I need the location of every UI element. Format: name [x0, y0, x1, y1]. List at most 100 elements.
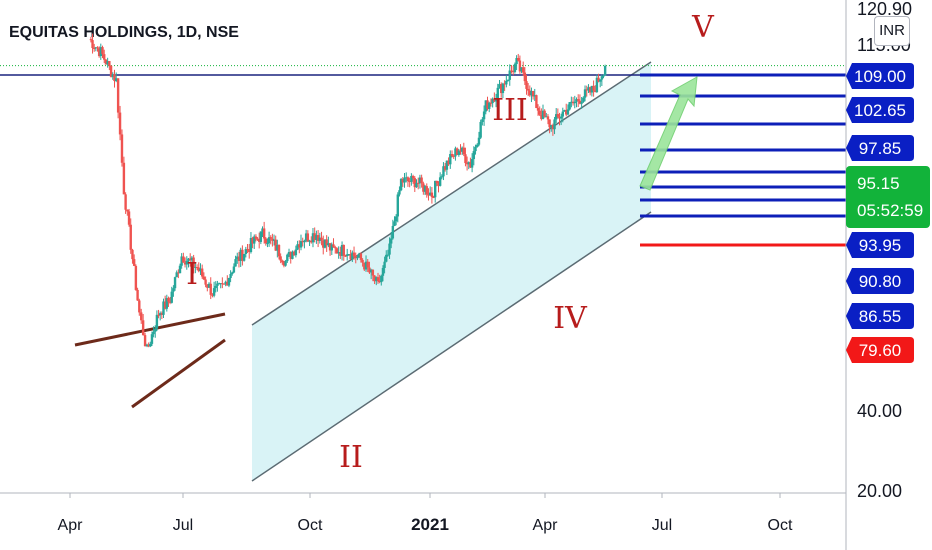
y-tick-label: 120.90 [857, 0, 912, 19]
candle-body [465, 163, 469, 165]
candle-body [256, 238, 259, 240]
currency-button[interactable]: INR [874, 16, 910, 46]
candle-body [248, 249, 251, 253]
candles-layer [89, 33, 607, 348]
candle-body [599, 79, 602, 82]
target-badge-label: 97.85 [859, 139, 902, 158]
candle-body [489, 102, 493, 104]
candle-body [194, 267, 197, 269]
candle-body [505, 80, 508, 85]
candle-body [386, 254, 390, 256]
candle-body [298, 244, 301, 248]
candle-body [415, 182, 418, 188]
channel-lower-line[interactable] [251, 211, 652, 482]
candle-body [129, 224, 132, 250]
candle-body [538, 110, 541, 115]
candle-body [159, 313, 162, 316]
target-badge [846, 97, 914, 123]
candle-body [216, 283, 219, 286]
candle-body [531, 90, 535, 97]
candle-body [195, 267, 199, 269]
candle-body [322, 240, 325, 248]
candle-body [582, 97, 585, 102]
support-badge [846, 268, 914, 294]
candle-body [332, 244, 335, 248]
candle-body [437, 183, 440, 186]
wedge-lower-line[interactable] [131, 338, 226, 409]
candle-body [525, 81, 528, 89]
candle-body [289, 251, 292, 259]
candle-body [313, 233, 316, 240]
candle-body [528, 90, 531, 96]
channel-upper-line[interactable] [251, 61, 652, 326]
support-badge [846, 303, 914, 329]
candle-body [244, 249, 248, 255]
candle-body [413, 178, 416, 188]
candle-body [249, 237, 253, 253]
candle-body [420, 177, 423, 184]
candle-body [200, 268, 204, 277]
candle-body [120, 134, 124, 163]
projection-arrow[interactable] [639, 76, 698, 191]
candle-body [587, 87, 590, 91]
candle-body [556, 114, 560, 117]
candle-body [187, 258, 190, 261]
candle-body [177, 272, 180, 274]
candle-body [430, 192, 434, 197]
candle-body [91, 40, 94, 49]
candle-body [540, 114, 543, 119]
candle-body [320, 237, 323, 241]
candle-body [506, 79, 510, 81]
candle-body [301, 241, 304, 243]
price-axis[interactable]: 120.90115.0040.0020.00109.00102.6597.859… [846, 0, 930, 501]
candle-body [385, 254, 388, 262]
candle-body [398, 190, 401, 195]
candle-body [378, 280, 381, 283]
candle-body [229, 274, 232, 278]
candle-body [578, 100, 582, 104]
candle-body [590, 85, 594, 93]
candle-body [118, 112, 122, 135]
target-badge-label: 109.00 [854, 67, 906, 86]
candle-body [141, 320, 145, 336]
candle-body [462, 147, 465, 155]
candle-body [168, 301, 172, 303]
candle-body [136, 289, 139, 301]
candle-body [178, 265, 182, 274]
candle-body [366, 261, 369, 268]
candle-body [479, 121, 482, 138]
candle-body [232, 266, 236, 273]
candle-body [349, 254, 352, 260]
candle-body [303, 240, 306, 243]
candle-body [388, 243, 391, 255]
x-tick-label: Oct [768, 517, 793, 534]
candle-body [503, 83, 506, 85]
candle-body [568, 102, 571, 110]
candle-body [140, 312, 143, 321]
candle-body [173, 277, 177, 289]
candle-body [494, 98, 498, 102]
candle-body [452, 155, 455, 157]
candle-body [406, 177, 410, 182]
candle-body [417, 182, 420, 184]
x-tick-label: Apr [58, 517, 84, 534]
candle-body [237, 256, 241, 261]
candle-body [113, 74, 116, 82]
candle-body [150, 334, 154, 344]
candle-body [513, 64, 517, 73]
candle-body [308, 240, 311, 242]
x-axis-ticks: Apr Jul Oct 2021 Apr Jul Oct [58, 493, 793, 534]
candle-body [281, 260, 284, 263]
candle-body [126, 209, 129, 212]
candle-body [253, 236, 256, 244]
wedge-upper-line[interactable] [74, 312, 226, 347]
candle-body [369, 269, 373, 273]
candle-body [548, 119, 551, 128]
candle-body [445, 160, 449, 170]
support-badge-label: 93.95 [859, 236, 902, 255]
candle-body [291, 251, 294, 259]
candle-body [373, 275, 376, 282]
candle-body [103, 54, 106, 60]
candle-body [337, 251, 340, 254]
